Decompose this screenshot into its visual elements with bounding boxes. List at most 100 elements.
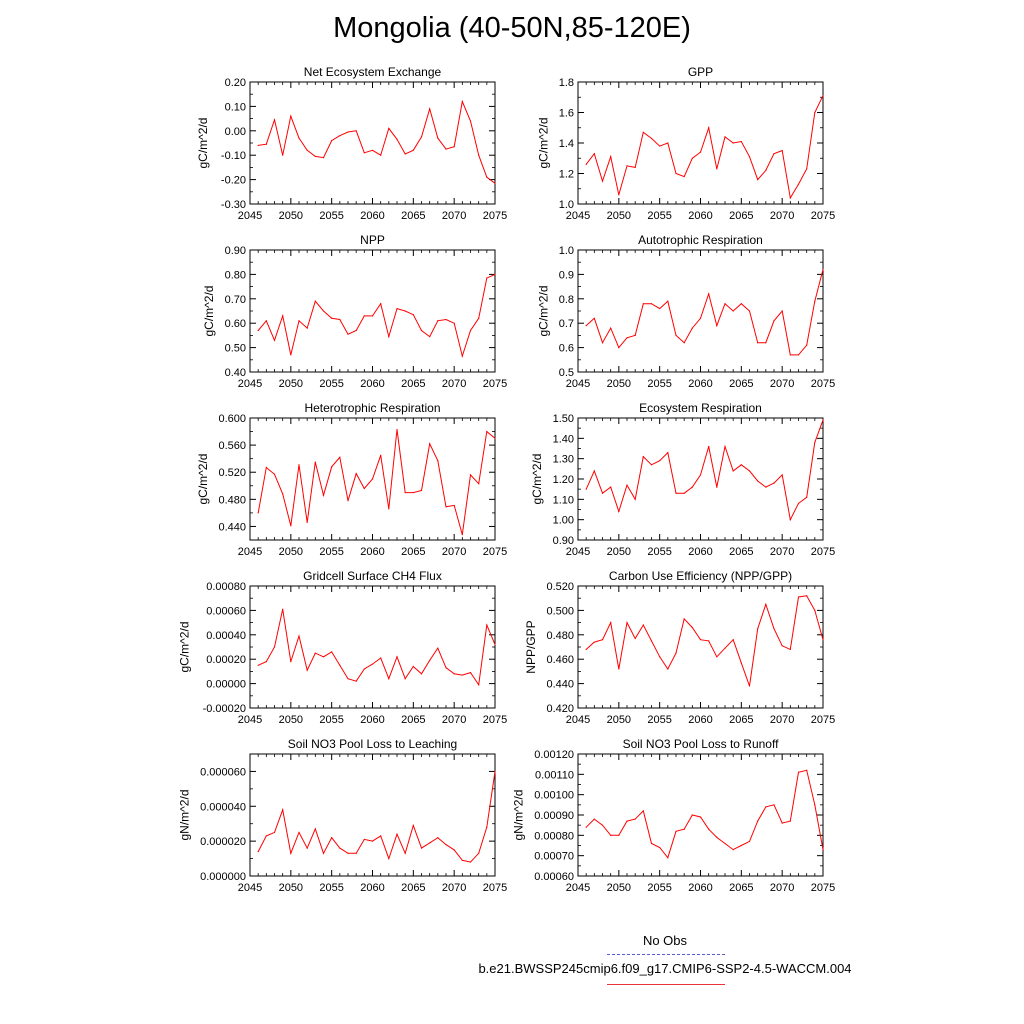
data-point [486, 826, 488, 828]
data-point [380, 454, 382, 456]
data-point [781, 645, 783, 647]
data-point [667, 300, 669, 302]
data-point [322, 656, 325, 658]
data-point [724, 136, 726, 138]
data-point [773, 628, 775, 630]
x-tick-label: 2050 [607, 210, 631, 222]
data-point [732, 470, 734, 472]
data-point [642, 456, 644, 458]
y-tick-label: 1.20 [553, 474, 574, 486]
data-point [659, 307, 661, 310]
data-point [322, 157, 325, 159]
data-point [781, 150, 783, 152]
data-point [757, 179, 759, 181]
data-point [437, 837, 439, 839]
data-point [708, 640, 710, 642]
data-point [437, 460, 439, 462]
x-tick-label: 2045 [566, 546, 590, 558]
data-point [494, 182, 496, 184]
x-tick-label: 2070 [770, 882, 794, 894]
x-tick-label: 2075 [483, 210, 507, 222]
x-tick-label: 2065 [729, 546, 753, 558]
data-point [363, 487, 365, 490]
data-point [618, 347, 620, 349]
data-point [593, 317, 595, 319]
x-tick-label: 2070 [770, 210, 794, 222]
data-point [339, 318, 341, 321]
y-tick-label: 0.000000 [200, 871, 246, 883]
x-tick-label: 2065 [401, 546, 425, 558]
data-point [683, 342, 685, 344]
data-point [371, 663, 374, 665]
data-point [789, 197, 791, 199]
series-line [257, 609, 496, 687]
data-point [420, 673, 423, 675]
chart-title: GPP [688, 65, 713, 79]
data-point [290, 115, 292, 117]
y-tick-label: 1.2 [559, 169, 574, 181]
x-tick-label: 2055 [647, 378, 671, 390]
data-point [618, 194, 620, 196]
data-point [445, 148, 447, 150]
y-tick-label: 0.6 [559, 343, 574, 355]
data-point [806, 344, 808, 346]
data-point [396, 656, 398, 658]
data-point [724, 842, 726, 845]
data-point [306, 669, 308, 671]
legend-case-label: b.e21.BWSSP245cmip6.f09_g17.CMIP6-SSP2-4… [478, 961, 852, 976]
x-tick-label: 2075 [483, 546, 507, 558]
y-tick-label: 0.00080 [534, 830, 574, 842]
data-point [461, 100, 463, 103]
plot-frame [249, 81, 496, 205]
y-tick-label: 0.000040 [200, 801, 246, 813]
chart-panel: Ecosystem Respiration 2045 2050 2055 2060 206… [530, 401, 835, 558]
data-point [314, 652, 316, 654]
plot-frame [249, 753, 496, 877]
data-point [765, 342, 767, 344]
data-point [806, 769, 808, 771]
data-point [290, 661, 292, 663]
data-point [331, 837, 333, 839]
y-tick-label: 0.8 [559, 294, 574, 306]
x-tick-label: 2065 [729, 882, 753, 894]
y-tick-label: 0.460 [546, 654, 574, 666]
data-point [748, 685, 751, 687]
data-point [282, 608, 284, 610]
data-point [634, 334, 636, 336]
x-tick-label: 2060 [688, 378, 712, 390]
legend-case-line [607, 984, 725, 985]
chart-title: Heterotrophic Respiration [304, 401, 440, 415]
x-tick-label: 2045 [238, 714, 262, 726]
x-tick-label: 2050 [279, 714, 303, 726]
y-tick-label: 0.00110 [535, 769, 574, 781]
data-point [396, 138, 398, 140]
y-tick-label: 0.50 [225, 343, 246, 355]
data-point [732, 848, 734, 851]
data-point [781, 310, 783, 312]
data-point [757, 480, 759, 482]
y-axis-label: gC/m^2/d [536, 118, 550, 169]
y-tick-label: 0.20 [225, 77, 246, 89]
data-point [814, 441, 816, 443]
data-point [355, 130, 357, 132]
data-point [314, 300, 316, 302]
data-point [659, 145, 661, 147]
x-tick-label: 2050 [607, 378, 631, 390]
data-point [740, 303, 742, 305]
data-point [404, 310, 406, 312]
data-point [322, 494, 325, 496]
x-tick-label: 2060 [360, 714, 384, 726]
data-point [642, 131, 644, 133]
x-tick-label: 2075 [811, 210, 835, 222]
y-tick-label: 0.480 [546, 630, 574, 642]
data-point [626, 165, 628, 167]
y-tick-label: 0.70 [225, 294, 246, 306]
x-tick-label: 2060 [360, 378, 384, 390]
data-point [650, 640, 653, 642]
data-point [331, 139, 333, 142]
series-line [585, 269, 824, 356]
data-point [412, 824, 414, 827]
data-point [650, 303, 653, 305]
data-point [363, 668, 365, 670]
data-point [396, 428, 398, 431]
